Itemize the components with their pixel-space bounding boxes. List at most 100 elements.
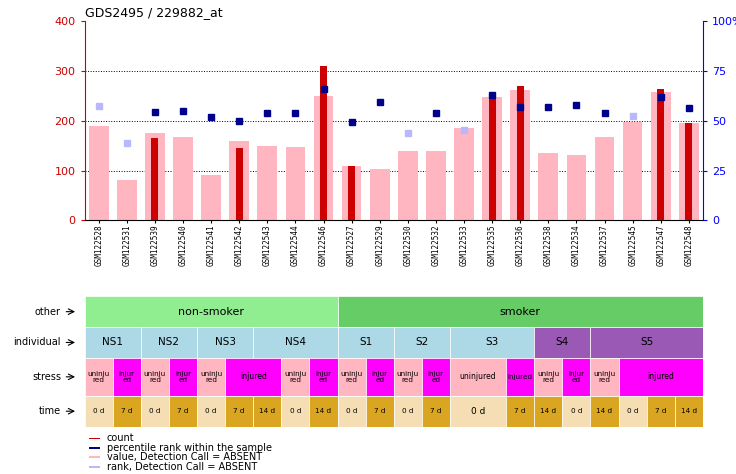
Bar [286,147,305,220]
Bar [454,128,474,220]
Text: 0 d: 0 d [471,407,485,416]
Text: non-smoker: non-smoker [178,307,244,317]
Bar [510,90,530,220]
Bar [197,358,225,396]
Bar [506,358,534,396]
Bar [338,327,394,358]
Bar [657,89,664,220]
Bar [117,180,137,220]
Bar [482,97,502,220]
Bar [567,155,587,220]
Text: 0 d: 0 d [627,408,638,414]
Text: stress: stress [32,372,61,382]
Bar [623,122,643,220]
Text: 0 d: 0 d [570,408,582,414]
Text: injured: injured [240,373,266,381]
Bar [590,327,703,358]
Text: other: other [35,307,61,317]
Text: GSM122532: GSM122532 [431,224,440,266]
Text: NS2: NS2 [158,337,180,347]
Bar [675,396,703,427]
Text: GDS2495 / 229882_at: GDS2495 / 229882_at [85,6,222,19]
Text: value, Detection Call = ABSENT: value, Detection Call = ABSENT [107,453,262,463]
Bar [590,396,618,427]
Bar [281,358,309,396]
Text: S1: S1 [359,337,372,347]
Text: rank, Detection Call = ABSENT: rank, Detection Call = ABSENT [107,462,257,472]
Bar [113,396,141,427]
Text: 7 d: 7 d [430,408,442,414]
Text: GSM122528: GSM122528 [94,224,103,266]
Text: 14 d: 14 d [259,408,275,414]
Text: injur
ed: injur ed [118,371,135,383]
Bar [426,151,446,220]
Bar [685,123,693,220]
Bar [281,396,309,427]
Bar [338,396,366,427]
Text: GSM122536: GSM122536 [516,224,525,266]
Bar [534,327,590,358]
Text: injur
ed: injur ed [316,371,331,383]
Text: GSM122529: GSM122529 [375,224,384,266]
Bar [370,169,389,220]
Text: 0 d: 0 d [149,408,160,414]
Bar [679,123,698,220]
Bar [173,137,193,220]
Bar [506,396,534,427]
Text: 14 d: 14 d [316,408,331,414]
Text: 7 d: 7 d [177,408,188,414]
Text: GSM122545: GSM122545 [628,224,637,266]
Bar [197,327,253,358]
Text: GSM122540: GSM122540 [179,224,188,266]
Bar [338,358,366,396]
Bar [618,358,703,396]
Text: injur
ed: injur ed [372,371,388,383]
Text: count: count [107,434,135,444]
Text: 7 d: 7 d [655,408,667,414]
Bar [450,327,534,358]
Bar [89,466,100,468]
Text: GSM122542: GSM122542 [235,224,244,266]
Text: uninju
red: uninju red [284,371,306,383]
Text: 14 d: 14 d [540,408,556,414]
Bar [450,358,506,396]
Text: 0 d: 0 d [290,408,301,414]
Bar [253,327,338,358]
Bar [348,166,355,220]
Bar [539,153,558,220]
Text: 7 d: 7 d [514,408,526,414]
Bar [236,148,243,220]
Text: individual: individual [13,337,61,347]
Bar [489,96,495,220]
Bar [651,92,670,220]
Bar [169,396,197,427]
Bar [314,96,333,220]
Text: 0 d: 0 d [402,408,414,414]
Text: NS4: NS4 [285,337,306,347]
Bar [85,396,113,427]
Bar [422,396,450,427]
Text: GSM122543: GSM122543 [263,224,272,266]
Text: GSM122539: GSM122539 [150,224,160,266]
Text: S3: S3 [486,337,499,347]
Text: uninju
red: uninju red [397,371,419,383]
Bar [169,358,197,396]
Text: uninjured: uninjured [460,373,496,381]
Text: uninju
red: uninju red [593,371,615,383]
Text: 14 d: 14 d [681,408,697,414]
Bar [338,296,703,327]
Bar [398,151,417,220]
Bar [320,66,327,220]
Bar [113,358,141,396]
Text: GSM122537: GSM122537 [600,224,609,266]
Text: injur
ed: injur ed [568,371,584,383]
Bar [309,358,338,396]
Bar [89,456,100,458]
Text: NS3: NS3 [215,337,236,347]
Text: injur
ed: injur ed [428,371,444,383]
Bar [225,396,253,427]
Text: GSM122533: GSM122533 [459,224,469,266]
Text: 7 d: 7 d [233,408,245,414]
Bar [141,358,169,396]
Text: uninju
red: uninju red [144,371,166,383]
